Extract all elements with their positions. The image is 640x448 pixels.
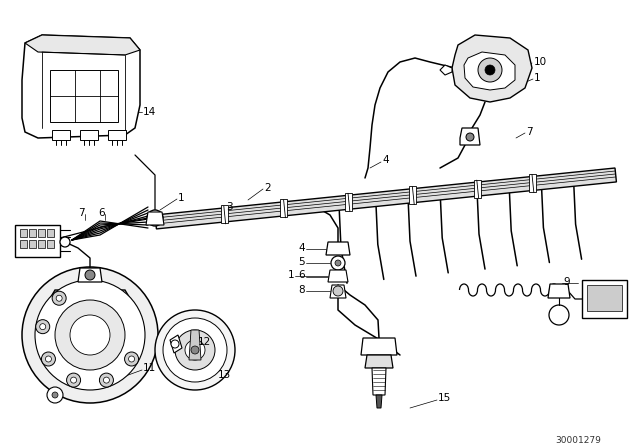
Circle shape bbox=[99, 373, 113, 387]
Text: 14: 14 bbox=[143, 107, 156, 117]
Bar bbox=[38, 240, 45, 248]
Circle shape bbox=[549, 305, 569, 325]
Circle shape bbox=[45, 356, 51, 362]
Bar bbox=[29, 240, 36, 248]
Polygon shape bbox=[372, 368, 386, 395]
Bar bbox=[221, 205, 228, 223]
Text: 4: 4 bbox=[382, 155, 388, 165]
Circle shape bbox=[56, 295, 62, 301]
Circle shape bbox=[191, 346, 199, 354]
Polygon shape bbox=[146, 212, 164, 225]
Bar bbox=[587, 285, 622, 311]
Circle shape bbox=[125, 352, 139, 366]
Circle shape bbox=[22, 267, 158, 403]
Circle shape bbox=[52, 291, 66, 305]
Text: 1: 1 bbox=[287, 270, 294, 280]
Text: 12: 12 bbox=[198, 337, 211, 347]
Circle shape bbox=[155, 310, 235, 390]
Polygon shape bbox=[22, 35, 140, 138]
Text: 8: 8 bbox=[298, 285, 305, 295]
Circle shape bbox=[55, 300, 125, 370]
Polygon shape bbox=[170, 335, 182, 353]
Text: 1: 1 bbox=[534, 73, 541, 83]
Circle shape bbox=[185, 340, 205, 360]
Circle shape bbox=[466, 133, 474, 141]
Polygon shape bbox=[460, 128, 480, 145]
Polygon shape bbox=[452, 35, 532, 102]
Polygon shape bbox=[361, 338, 397, 355]
Polygon shape bbox=[189, 330, 201, 360]
Bar bbox=[529, 174, 536, 192]
Bar bbox=[20, 229, 27, 237]
Circle shape bbox=[70, 315, 110, 355]
Bar bbox=[474, 180, 481, 198]
Text: 7: 7 bbox=[78, 208, 84, 218]
Circle shape bbox=[485, 65, 495, 75]
Polygon shape bbox=[78, 268, 102, 282]
Circle shape bbox=[175, 330, 215, 370]
Circle shape bbox=[47, 387, 63, 403]
Polygon shape bbox=[25, 35, 140, 55]
Text: 1: 1 bbox=[178, 193, 184, 203]
Text: 6: 6 bbox=[98, 208, 104, 218]
Text: 5: 5 bbox=[298, 257, 305, 267]
Circle shape bbox=[85, 270, 95, 280]
Circle shape bbox=[163, 318, 227, 382]
Bar bbox=[47, 240, 54, 248]
Circle shape bbox=[40, 323, 45, 330]
Bar bbox=[29, 229, 36, 237]
Polygon shape bbox=[328, 270, 348, 282]
Circle shape bbox=[147, 210, 163, 226]
Circle shape bbox=[478, 58, 502, 82]
Polygon shape bbox=[155, 168, 616, 229]
Text: 13: 13 bbox=[218, 370, 231, 380]
Bar bbox=[38, 229, 45, 237]
Polygon shape bbox=[365, 355, 393, 368]
Polygon shape bbox=[42, 290, 138, 370]
Polygon shape bbox=[376, 395, 382, 408]
Circle shape bbox=[70, 377, 77, 383]
Bar bbox=[280, 199, 287, 217]
Circle shape bbox=[42, 352, 56, 366]
Text: 10: 10 bbox=[534, 57, 547, 67]
Text: 11: 11 bbox=[143, 363, 156, 373]
Circle shape bbox=[171, 340, 179, 348]
Text: 30001279: 30001279 bbox=[555, 435, 601, 444]
Circle shape bbox=[60, 237, 70, 247]
Text: 6: 6 bbox=[298, 270, 305, 280]
Circle shape bbox=[331, 256, 345, 270]
Bar bbox=[409, 186, 416, 204]
Bar bbox=[20, 240, 27, 248]
Bar bbox=[50, 70, 118, 122]
Polygon shape bbox=[464, 52, 515, 90]
Circle shape bbox=[36, 320, 50, 334]
Bar bbox=[582, 280, 627, 318]
Polygon shape bbox=[330, 285, 346, 298]
Circle shape bbox=[104, 377, 109, 383]
Text: 3: 3 bbox=[226, 202, 232, 212]
Circle shape bbox=[52, 392, 58, 398]
Circle shape bbox=[129, 356, 134, 362]
Text: 9: 9 bbox=[563, 277, 570, 287]
Circle shape bbox=[35, 280, 145, 390]
Text: 7: 7 bbox=[526, 127, 532, 137]
Polygon shape bbox=[326, 242, 350, 255]
Polygon shape bbox=[548, 284, 570, 298]
Circle shape bbox=[67, 373, 81, 387]
Bar bbox=[15, 225, 60, 257]
Bar bbox=[52, 130, 70, 140]
Text: 2: 2 bbox=[264, 183, 271, 193]
Text: 4: 4 bbox=[298, 243, 305, 253]
Bar bbox=[47, 229, 54, 237]
Polygon shape bbox=[440, 65, 452, 75]
Text: 15: 15 bbox=[438, 393, 451, 403]
Bar bbox=[80, 130, 98, 140]
Bar bbox=[108, 130, 126, 140]
Bar bbox=[345, 193, 352, 211]
Circle shape bbox=[335, 260, 341, 266]
Circle shape bbox=[333, 286, 343, 296]
